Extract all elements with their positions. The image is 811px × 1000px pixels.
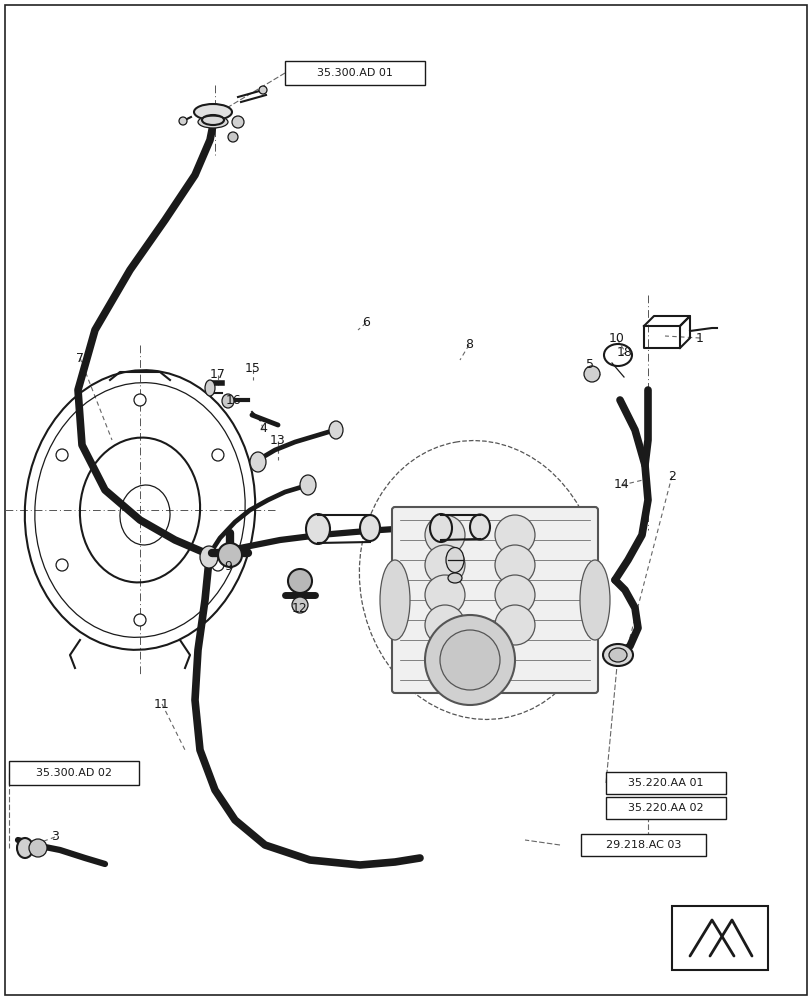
Circle shape (134, 614, 146, 626)
Text: 29.218.AC 03: 29.218.AC 03 (606, 840, 681, 850)
Ellipse shape (204, 380, 215, 396)
Text: 35.220.AA 02: 35.220.AA 02 (628, 803, 703, 813)
Ellipse shape (299, 475, 315, 495)
Circle shape (424, 605, 465, 645)
Circle shape (424, 615, 514, 705)
Text: 14: 14 (613, 479, 629, 491)
Text: 9: 9 (224, 560, 232, 574)
Ellipse shape (17, 838, 33, 858)
Text: 7: 7 (76, 352, 84, 364)
Circle shape (29, 839, 47, 857)
Text: 17: 17 (210, 368, 225, 381)
Text: 1: 1 (695, 332, 703, 344)
Text: 8: 8 (465, 338, 473, 352)
Bar (605, 797, 725, 819)
Text: 6: 6 (362, 316, 370, 330)
Text: 15: 15 (245, 362, 260, 375)
Ellipse shape (380, 560, 410, 640)
Circle shape (178, 117, 187, 125)
Text: 12: 12 (292, 601, 307, 614)
Circle shape (424, 515, 465, 555)
Ellipse shape (198, 116, 228, 128)
Ellipse shape (445, 548, 463, 572)
Ellipse shape (608, 648, 626, 662)
Ellipse shape (430, 514, 452, 542)
Bar (605, 772, 725, 794)
Circle shape (212, 449, 224, 461)
Ellipse shape (603, 644, 633, 666)
Circle shape (440, 630, 500, 690)
Circle shape (56, 559, 68, 571)
Circle shape (232, 116, 243, 128)
Text: 5: 5 (586, 358, 594, 370)
Circle shape (495, 515, 534, 555)
Bar (672, 906, 767, 970)
Circle shape (259, 86, 267, 94)
Text: 16: 16 (225, 393, 242, 406)
Circle shape (228, 132, 238, 142)
Text: 4: 4 (259, 422, 267, 436)
Bar (9, 761, 139, 785)
Ellipse shape (194, 104, 232, 120)
Text: 35.220.AA 01: 35.220.AA 01 (628, 778, 703, 788)
Text: 35.300.AD 02: 35.300.AD 02 (36, 768, 112, 778)
Circle shape (424, 575, 465, 615)
Circle shape (495, 605, 534, 645)
Circle shape (292, 597, 307, 613)
FancyBboxPatch shape (392, 507, 597, 693)
Text: 10: 10 (608, 332, 624, 346)
Text: 18: 18 (616, 347, 632, 360)
Text: 3: 3 (51, 830, 59, 843)
Ellipse shape (250, 452, 266, 472)
Text: 11: 11 (154, 698, 169, 710)
Ellipse shape (200, 546, 217, 568)
Ellipse shape (328, 421, 342, 439)
Bar (285, 61, 424, 85)
Ellipse shape (470, 514, 489, 540)
Text: 2: 2 (667, 470, 675, 483)
Ellipse shape (448, 573, 461, 583)
Circle shape (583, 366, 599, 382)
Circle shape (424, 545, 465, 585)
Text: 35.300.AD 01: 35.300.AD 01 (316, 68, 393, 78)
Circle shape (217, 543, 242, 567)
Ellipse shape (579, 560, 609, 640)
Circle shape (495, 575, 534, 615)
Circle shape (134, 394, 146, 406)
Circle shape (212, 559, 224, 571)
Circle shape (56, 449, 68, 461)
Circle shape (495, 545, 534, 585)
Ellipse shape (359, 515, 380, 541)
Text: 13: 13 (270, 434, 285, 448)
Circle shape (288, 569, 311, 593)
Ellipse shape (221, 394, 234, 408)
Bar (581, 834, 706, 856)
Ellipse shape (306, 514, 329, 544)
